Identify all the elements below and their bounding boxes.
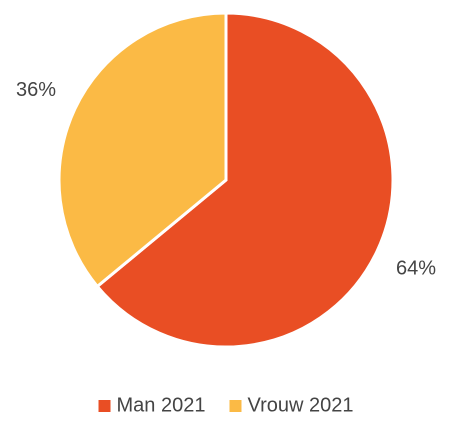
data-label: 36% [16, 79, 56, 101]
data-label: 64% [396, 258, 436, 280]
legend-label: Man 2021 [117, 394, 206, 416]
pie-slice [95, 11, 395, 349]
pie-slice [57, 11, 228, 289]
legend-swatch [98, 400, 111, 412]
legend-swatch [229, 400, 242, 412]
legend-label: Vrouw 2021 [247, 394, 353, 416]
